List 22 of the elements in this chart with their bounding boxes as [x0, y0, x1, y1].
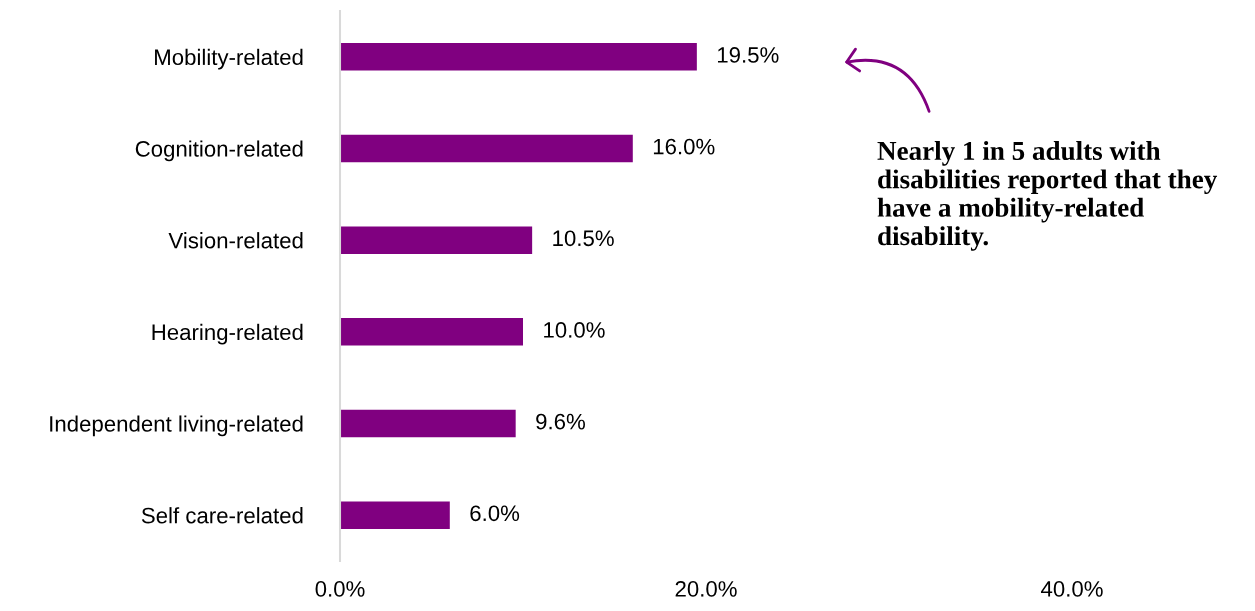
- bar: [340, 43, 697, 71]
- text: 9.6%: [536, 413, 585, 430]
- text: 19.5%: [717, 47, 779, 63]
- bar: [340, 409, 516, 438]
- bar: [340, 134, 633, 163]
- y-tick-label: Independent living-related: [50, 415, 303, 437]
- x-tick-label: 20.0%: [675, 581, 737, 597]
- y-tick-label: Self care-related: [141, 507, 303, 524]
- y-tick-label: Cognition-related: [135, 140, 303, 162]
- bar: [340, 226, 533, 254]
- x-tick-label: 40.0%: [1041, 581, 1103, 597]
- y-tick-label: Hearing-related: [152, 323, 303, 345]
- text: 6.0%: [470, 505, 520, 522]
- bar: [340, 318, 523, 346]
- annotation: Nearly 1 in 5 adults with disabilities reported that they have a mobility-related disability.: [877, 141, 1218, 251]
- x-tick-label: 0.0%: [315, 581, 365, 597]
- text: 16.0%: [653, 138, 715, 155]
- y-tick-label: Vision-related: [168, 232, 303, 249]
- bar: [340, 501, 450, 529]
- y-tick-label: Mobility-related: [155, 48, 303, 70]
- text: 10.0%: [544, 322, 605, 338]
- text: 10.5%: [553, 230, 614, 247]
